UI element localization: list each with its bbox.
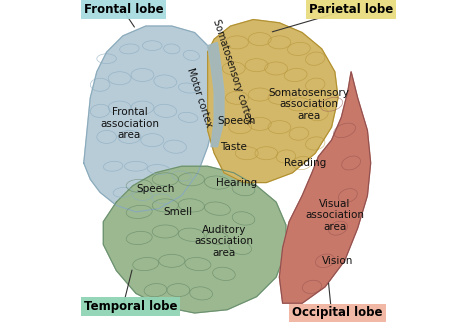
Text: Motor cortex: Motor cortex <box>185 67 214 129</box>
Polygon shape <box>208 20 338 183</box>
Text: Somatosensory cortex: Somatosensory cortex <box>211 18 255 125</box>
Text: Speech: Speech <box>137 184 175 194</box>
Text: Somatosensory
association
area: Somatosensory association area <box>268 88 349 121</box>
Text: Parietal lobe: Parietal lobe <box>309 3 393 16</box>
Polygon shape <box>84 26 218 212</box>
Polygon shape <box>279 72 371 303</box>
Text: Vision: Vision <box>322 256 354 266</box>
Text: Taste: Taste <box>220 142 247 152</box>
Text: Hearing: Hearing <box>217 178 257 187</box>
Text: Reading: Reading <box>284 158 327 168</box>
Polygon shape <box>103 166 286 313</box>
Text: Frontal
association
area: Frontal association area <box>100 107 159 141</box>
Text: Visual
association
area: Visual association area <box>305 199 365 232</box>
Text: Speech: Speech <box>218 116 256 126</box>
Text: Auditory
association
area: Auditory association area <box>194 225 254 258</box>
Polygon shape <box>208 42 224 147</box>
Text: Temporal lobe: Temporal lobe <box>84 300 177 313</box>
Text: Frontal lobe: Frontal lobe <box>84 3 164 16</box>
Text: Occipital lobe: Occipital lobe <box>292 306 383 319</box>
Text: Smell: Smell <box>164 207 193 217</box>
